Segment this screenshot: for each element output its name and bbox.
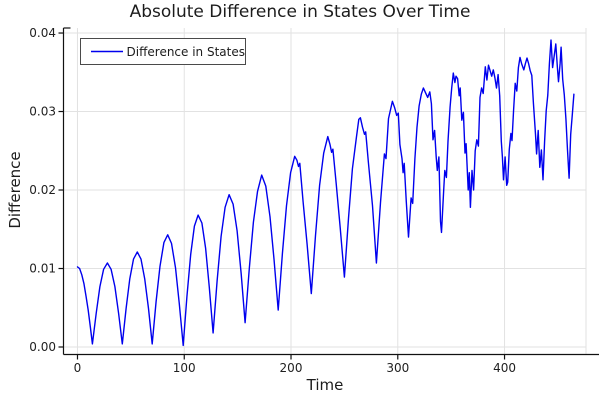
chart-title: Absolute Difference in States Over Time — [129, 2, 471, 22]
x-axis-label: Time — [306, 376, 344, 394]
x-tick-label: 400 — [493, 361, 516, 375]
difference-line-series — [76, 39, 575, 347]
y-tick-label: 0.02 — [29, 183, 56, 197]
legend-line-swatch — [91, 50, 123, 53]
legend-label: Difference in States — [126, 44, 245, 59]
y-tick-label: 0.03 — [29, 105, 56, 119]
y-axis-label: Difference — [6, 151, 24, 229]
x-tick-label: 0 — [74, 361, 82, 375]
x-tick-label: 100 — [173, 361, 196, 375]
y-tick-label: 0.01 — [29, 262, 56, 276]
x-tick-label: 200 — [280, 361, 303, 375]
y-tick-label: 0.00 — [29, 340, 56, 354]
legend-box: Difference in States — [80, 38, 246, 65]
x-tick-label: 300 — [386, 361, 409, 375]
y-tick-label: 0.04 — [29, 26, 56, 40]
